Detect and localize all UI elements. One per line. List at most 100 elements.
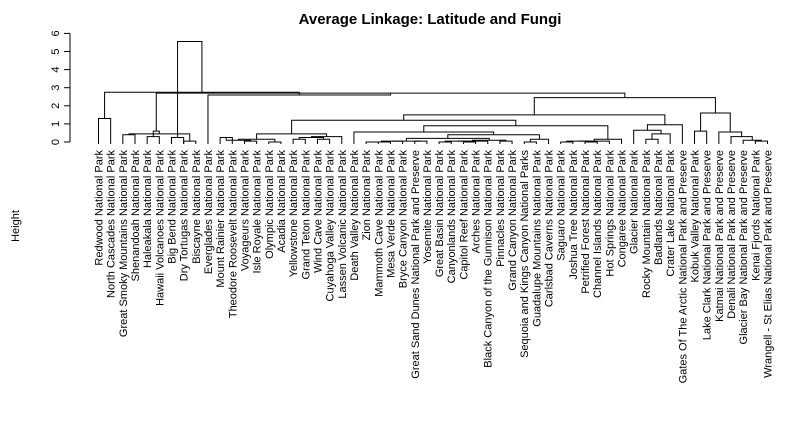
- dendrogram-branches: [98, 41, 768, 144]
- dendrogram-branch: [170, 136, 185, 144]
- y-tick-label: 4: [50, 67, 62, 73]
- leaf-label: Dry Tortugas National Park: [179, 150, 191, 282]
- y-tick-label: 0: [50, 139, 62, 145]
- leaf-label: Great Basin National Park: [434, 150, 446, 278]
- leaf-labels: Redwood National Park North Cascades Nati…: [94, 150, 775, 384]
- leaf-label: Bryce Canyon National Park: [398, 150, 410, 289]
- leaf-label: Lake Clark National Park and Preserve: [702, 150, 714, 340]
- y-axis-label: Height: [10, 210, 22, 242]
- leaf-label: Everglades National Park: [203, 150, 215, 275]
- y-tick-label: 6: [50, 30, 62, 36]
- leaf-label: Denali National Park and Preserve: [726, 150, 738, 319]
- dendrogram-branch: [104, 91, 300, 119]
- dendrogram-branch: [718, 131, 743, 144]
- dendrogram-branch: [560, 141, 574, 144]
- leaf-label: Mesa Verde National Park: [385, 150, 397, 278]
- leaf-label: Great Sand Dunes National Park and Prese…: [410, 150, 422, 379]
- dendrogram-branch: [438, 141, 452, 144]
- dendrogram-branch: [523, 141, 537, 144]
- leaf-label: Kobuk Valley National Park: [690, 150, 702, 283]
- dendrogram-branch: [243, 140, 258, 144]
- leaf-label: Gates Of The Arctic National Park and Pr…: [677, 150, 689, 383]
- leaf-label: Capitol Reef National Park: [458, 150, 470, 280]
- dendrogram-branch: [533, 97, 716, 115]
- dendrogram-branch: [462, 141, 477, 144]
- y-axis: 0 1 2 3 4 5 6: [50, 30, 71, 145]
- chart-title: Average Linkage: Latitude and Fungi: [299, 11, 562, 28]
- leaf-label: Grand Teton National Park: [300, 150, 312, 280]
- dendrogram-branch: [694, 130, 708, 144]
- leaf-label: Great Smoky Mountains National Park: [118, 150, 130, 338]
- leaf-label: Channel Islands National Park: [592, 150, 604, 298]
- leaf-label: Hawaii Volcanoes National Park: [154, 150, 166, 306]
- dendrogram-branch: [372, 141, 391, 144]
- leaf-label: Badlands National Park: [653, 150, 665, 265]
- leaf-label: Death Valley National Park: [349, 150, 361, 281]
- dendrogram-branch: [700, 112, 731, 133]
- leaf-label: Crater Lake National Park: [665, 150, 677, 277]
- leaf-label: Katmai National Park and Preserve: [714, 150, 726, 322]
- y-tick-label: 5: [50, 48, 62, 54]
- dendrogram-branch: [146, 136, 160, 144]
- dendrogram-branch: [645, 138, 659, 144]
- leaf-label: Zion National Park: [361, 150, 373, 241]
- dendrogram-branch: [584, 141, 598, 144]
- leaf-label: Glacier National Park: [629, 150, 641, 254]
- dendrogram-branch: [646, 124, 683, 144]
- dendrogram-branch: [499, 140, 513, 144]
- leaf-label: Voyageurs National Park: [239, 150, 251, 272]
- dendrogram-branch: [292, 138, 306, 144]
- leaf-label: Theodore Roosevelt National Park: [227, 150, 239, 319]
- dendrogram-branch: [633, 129, 662, 144]
- leaf-label: Lassen Volcanic National Park: [337, 150, 349, 299]
- dendrogram-branch: [593, 138, 623, 144]
- leaf-label: Saguaro National Park: [556, 150, 568, 261]
- leaf-label: Congaree National Park: [617, 150, 629, 268]
- leaf-label: Wind Cave National Park: [312, 150, 324, 273]
- leaf-label: Joshua Tree National Park: [568, 150, 580, 280]
- leaf-label: North Cascades National Park: [106, 150, 118, 298]
- leaf-label: Carlsbad Caverns National Park: [544, 150, 556, 308]
- dendrogram-branch: [98, 117, 112, 144]
- y-tick-label: 1: [50, 121, 62, 127]
- y-tick-label: 3: [50, 85, 62, 91]
- leaf-label: Hot Springs National Park: [604, 150, 616, 277]
- y-tick-label: 2: [50, 103, 62, 109]
- dendrogram-branch: [754, 140, 768, 144]
- leaf-label: Kenai Fjords National Park: [750, 150, 762, 281]
- dendrogram-branch: [457, 140, 489, 144]
- leaf-label: Shenandoah National Park: [130, 150, 142, 282]
- leaf-label: Glacier Bay National Park and Preserve: [738, 150, 750, 344]
- leaf-label: Mount Rainier National Park: [215, 150, 227, 288]
- leaf-label: Olympic National Park: [264, 150, 276, 259]
- dendrogram-branch: [177, 41, 203, 138]
- leaf-label: Isle Royale National Park: [252, 150, 264, 274]
- dendrogram-branch: [122, 134, 136, 144]
- leaf-label: Yosemite National Park: [422, 150, 434, 264]
- dendrogram-branch: [268, 141, 282, 144]
- leaf-label: Acadia National Park: [276, 150, 288, 253]
- leaf-label: Rocky Mountain National Park: [641, 150, 653, 298]
- leaf-label: Petrified Forest National Park: [580, 150, 592, 294]
- leaf-label: Mammoth Cave National Park: [373, 150, 385, 297]
- dendrogram-branch: [578, 140, 610, 144]
- leaf-label: Pinnacles National Park: [495, 150, 507, 267]
- leaf-label: Yellowstone National Park: [288, 150, 300, 278]
- leaf-label: Redwood National Park: [94, 150, 106, 266]
- leaf-label: Black Canyon of the Gunnison National Pa…: [483, 150, 495, 368]
- leaf-label: Canyonlands National Park: [446, 150, 458, 284]
- leaf-label: Sequoia and Kings Canyon National Parks: [519, 150, 531, 358]
- dendrogram-branch: [316, 138, 331, 144]
- leaf-label: Cuyahoga Valley National Park: [325, 150, 337, 302]
- leaf-label: Big Bend National Park: [166, 150, 178, 264]
- leaf-label: Arches National Park: [471, 150, 483, 254]
- dendrogram-branch: [414, 140, 428, 144]
- dendrogram-branch: [183, 140, 197, 144]
- leaf-label: Haleakala National Park: [142, 150, 154, 269]
- leaf-label: Wrangell - St Elias National Park and Pr…: [763, 150, 775, 378]
- leaf-label: Guadalupe Mountains National Park: [531, 150, 543, 327]
- dendrogram-branch: [207, 93, 392, 144]
- leaf-label: Biscayne National Park: [191, 150, 203, 264]
- leaf-label: Grand Canyon National Park: [507, 150, 519, 291]
